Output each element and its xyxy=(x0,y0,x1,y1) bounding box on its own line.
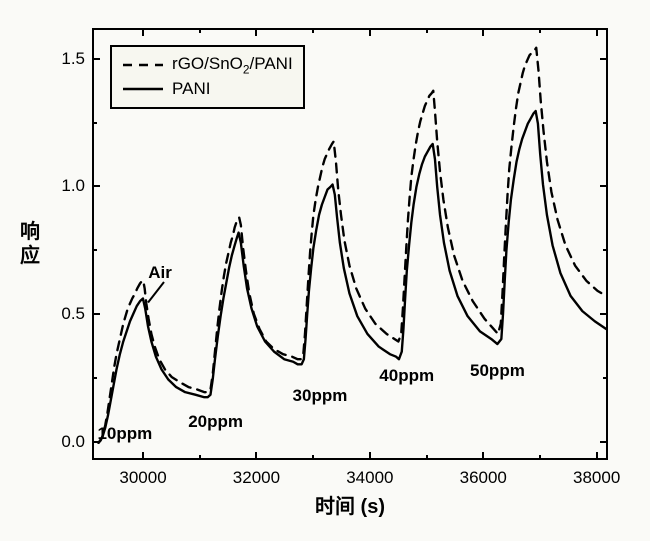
x-tick-label: 32000 xyxy=(233,468,280,488)
x-minor-tick xyxy=(539,455,541,460)
x-minor-tick xyxy=(312,455,314,460)
y-tick xyxy=(600,185,608,187)
x-tick-label: 30000 xyxy=(119,468,166,488)
x-minor-tick xyxy=(426,455,428,460)
y-tick xyxy=(600,313,608,315)
y-tick-label: 1.0 xyxy=(47,176,85,196)
y-tick xyxy=(92,185,100,187)
legend: rGO/SnO2/PANI PANI xyxy=(110,45,305,109)
y-minor-tick xyxy=(92,249,97,251)
x-minor-tick xyxy=(312,28,314,33)
legend-swatch xyxy=(122,80,164,98)
x-tick xyxy=(369,28,371,36)
annotation-30ppm: 30ppm xyxy=(293,386,348,406)
y-minor-tick xyxy=(603,122,608,124)
x-tick xyxy=(255,452,257,460)
legend-swatch xyxy=(122,56,164,74)
y-minor-tick xyxy=(603,377,608,379)
y-tick xyxy=(92,313,100,315)
x-tick-label: 34000 xyxy=(346,468,393,488)
x-axis-label: 时间 (s) xyxy=(315,490,385,519)
y-axis-label: 响应 xyxy=(20,220,40,268)
legend-item-1: PANI xyxy=(122,77,293,101)
chart-figure: 30000 32000 34000 36000 38000 0.0 0.5 1.0 1.5 Ai… xyxy=(0,0,650,541)
annotation-20ppm: 20ppm xyxy=(188,412,243,432)
y-tick xyxy=(92,58,100,60)
y-tick xyxy=(600,441,608,443)
legend-item-0: rGO/SnO2/PANI xyxy=(122,53,293,77)
x-tick-label: 38000 xyxy=(573,468,620,488)
y-tick-label: 1.5 xyxy=(47,49,85,69)
x-tick xyxy=(482,452,484,460)
y-minor-tick xyxy=(603,249,608,251)
y-tick xyxy=(600,58,608,60)
annotation-50ppm: 50ppm xyxy=(470,361,525,381)
annotation-air: Air xyxy=(148,263,172,283)
x-tick xyxy=(255,28,257,36)
x-tick xyxy=(369,452,371,460)
annotation-10ppm: 10ppm xyxy=(97,424,152,444)
annotation-40ppm: 40ppm xyxy=(379,366,434,386)
x-tick xyxy=(596,452,598,460)
legend-label: PANI xyxy=(172,79,210,99)
y-minor-tick xyxy=(92,122,97,124)
x-tick xyxy=(482,28,484,36)
x-tick xyxy=(596,28,598,36)
x-minor-tick xyxy=(539,28,541,33)
x-tick-label: 36000 xyxy=(460,468,507,488)
legend-label: rGO/SnO2/PANI xyxy=(172,54,293,76)
x-tick xyxy=(142,28,144,36)
x-minor-tick xyxy=(199,28,201,33)
x-tick xyxy=(142,452,144,460)
y-tick-label: 0.5 xyxy=(47,304,85,324)
y-tick-label: 0.0 xyxy=(47,432,85,452)
y-minor-tick xyxy=(92,377,97,379)
x-minor-tick xyxy=(199,455,201,460)
x-minor-tick xyxy=(426,28,428,33)
